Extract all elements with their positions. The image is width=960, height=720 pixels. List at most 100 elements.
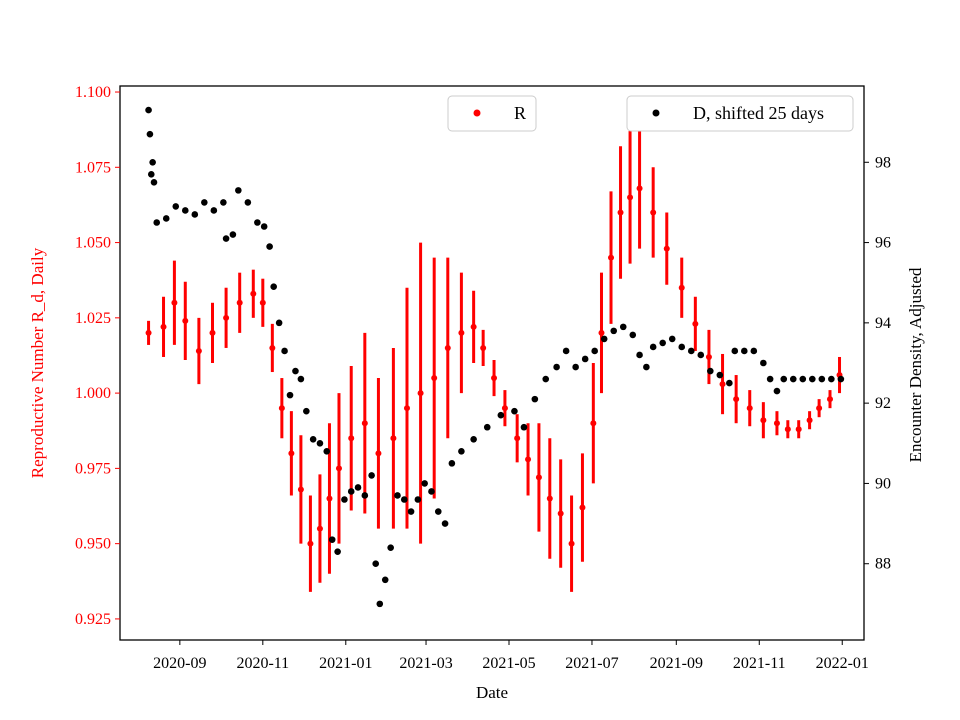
d-point: [266, 243, 273, 250]
r-point: [760, 417, 767, 424]
d-point: [780, 375, 788, 383]
r-point: [444, 344, 451, 351]
d-point: [191, 211, 199, 218]
x-tick-label: 2021-03: [399, 655, 452, 672]
d-point: [220, 199, 227, 206]
d-point: [818, 375, 826, 383]
r-point: [598, 329, 605, 336]
r-point: [535, 474, 542, 481]
d-point: [222, 235, 230, 242]
d-point: [470, 435, 477, 443]
d-point: [146, 130, 154, 138]
r-point: [307, 540, 314, 547]
d-point: [254, 219, 261, 226]
r-point: [326, 495, 333, 502]
d-point: [414, 496, 422, 503]
d-point: [260, 223, 268, 230]
right-tick-label: 88: [875, 556, 891, 573]
d-point: [591, 347, 598, 355]
r-point: [361, 420, 368, 427]
r-point: [501, 405, 508, 412]
d-point: [270, 283, 277, 291]
r-point: [458, 329, 465, 336]
d-point: [281, 347, 288, 355]
d-point: [292, 367, 299, 375]
d-point: [687, 347, 695, 355]
left-tick-label: 0.975: [75, 460, 111, 477]
r-point: [269, 344, 276, 351]
d-point: [668, 335, 676, 343]
x-axis: 2020-09 2020-11 2021-01 2021-03 2021-05 2021-…: [153, 640, 869, 672]
r-point: [403, 405, 410, 412]
x-tick-label: 2021-05: [482, 655, 535, 672]
right-tick-label: 96: [875, 235, 891, 252]
r-point: [650, 209, 657, 216]
r-point: [171, 299, 178, 306]
legend-r-box: [447, 95, 537, 132]
d-point: [726, 379, 733, 387]
r-point: [297, 486, 304, 493]
d-point: [372, 560, 380, 568]
d-point: [659, 339, 666, 347]
d-point: [210, 207, 218, 214]
left-axis-label: Reproductive Number R_d, Daily: [28, 247, 47, 478]
left-y-axis: 0.925 0.950 0.975 1.000 1.025 1.050 1.075 1.100: [75, 84, 120, 628]
d-point: [707, 367, 714, 375]
r-point: [209, 329, 216, 336]
d-point: [766, 375, 774, 383]
r-point: [636, 185, 643, 192]
r-point: [182, 317, 189, 324]
d-point: [162, 215, 170, 222]
d-point: [649, 343, 657, 351]
r-point: [145, 329, 152, 336]
r-point: [678, 284, 685, 291]
d-point: [643, 363, 650, 371]
r-point: [335, 465, 342, 472]
d-point: [297, 375, 305, 383]
r-point: [806, 417, 813, 424]
d-point: [542, 375, 550, 383]
d-point: [629, 331, 637, 339]
r-point: [525, 456, 532, 463]
d-point: [731, 347, 739, 355]
d-point: [610, 327, 618, 335]
d-point: [361, 492, 369, 499]
d-point: [286, 391, 294, 399]
x-tick-label: 2020-09: [153, 655, 206, 672]
d-point: [394, 492, 401, 499]
d-point: [376, 600, 384, 608]
d-point: [741, 347, 748, 355]
d-point: [572, 363, 579, 371]
d-point: [760, 359, 767, 367]
left-tick-label: 0.925: [75, 611, 111, 628]
d-point: [511, 407, 518, 415]
d-point: [520, 423, 528, 431]
left-tick-label: 1.075: [75, 159, 111, 176]
r-point: [795, 426, 802, 433]
r-point: [746, 405, 753, 412]
d-point: [316, 439, 324, 447]
r-point: [375, 450, 382, 457]
d-point: [172, 203, 180, 210]
legend-d-label: D, shifted 25 days: [693, 103, 824, 123]
d-point: [145, 106, 152, 114]
d-point: [354, 484, 362, 491]
x-axis-label: Date: [476, 683, 508, 702]
r-point: [590, 420, 597, 427]
d-point: [773, 387, 781, 395]
d-point: [400, 496, 408, 503]
d-point: [837, 375, 845, 383]
r-point: [627, 194, 634, 201]
r-point: [579, 504, 586, 511]
d-point: [716, 371, 724, 379]
x-tick-label: 2021-11: [733, 655, 786, 672]
right-tick-label: 98: [875, 154, 891, 171]
d-point: [828, 375, 835, 383]
d-point: [458, 448, 465, 455]
d-point: [421, 480, 428, 487]
r-point: [784, 426, 791, 433]
d-point: [483, 423, 491, 431]
r-point: [617, 209, 624, 216]
d-point: [201, 199, 208, 206]
